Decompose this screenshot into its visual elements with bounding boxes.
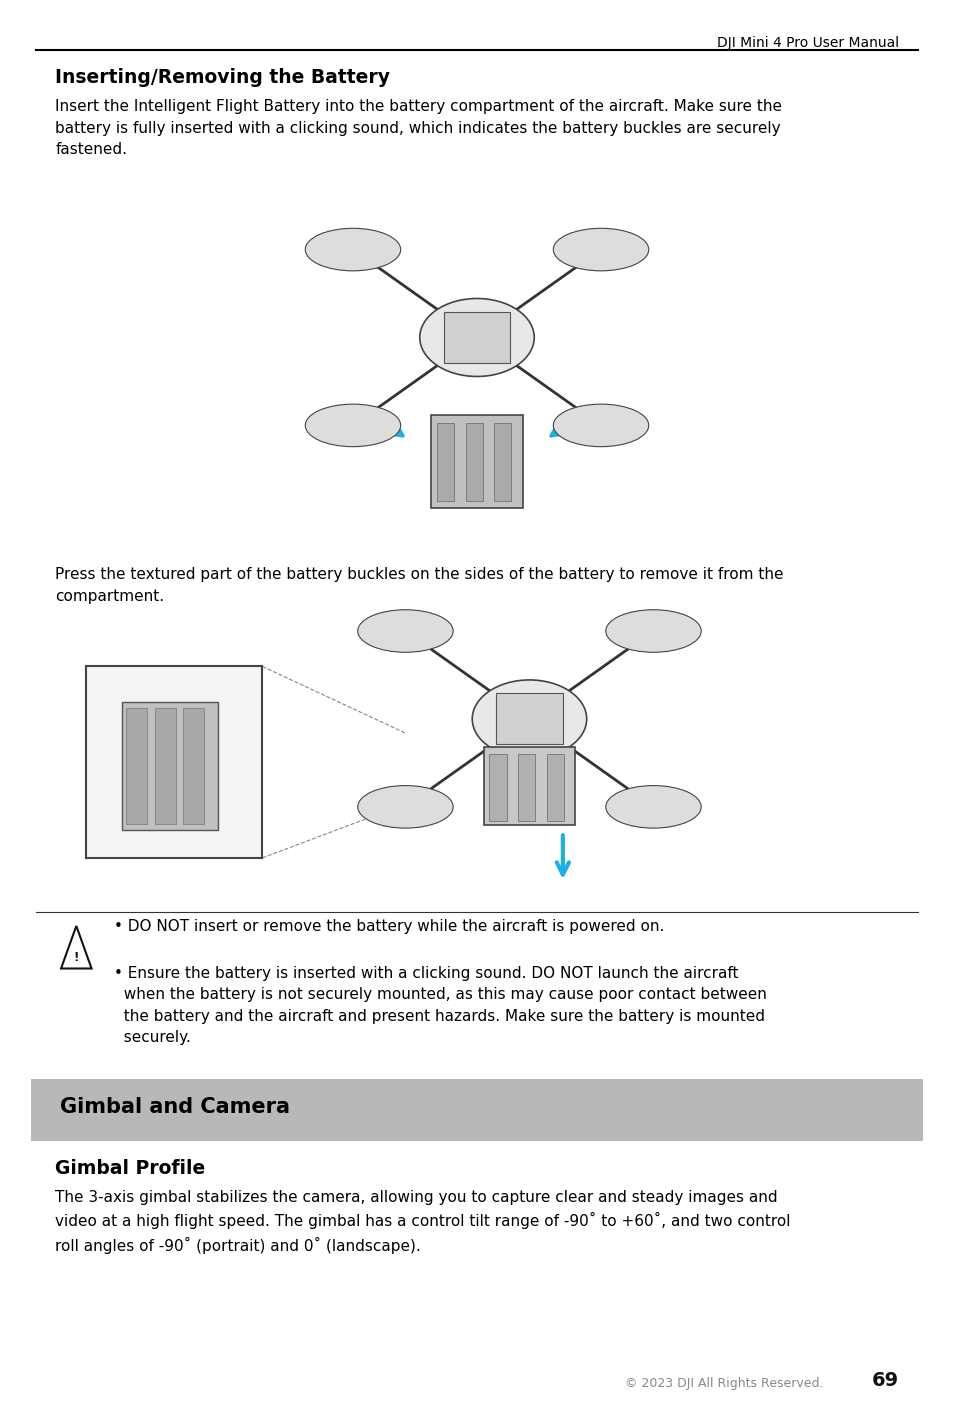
Bar — [465, 423, 482, 501]
Text: !: ! — [73, 951, 79, 964]
Ellipse shape — [472, 681, 586, 757]
Text: Inserting/Removing the Battery: Inserting/Removing the Battery — [55, 68, 390, 86]
Ellipse shape — [357, 610, 453, 652]
Bar — [517, 754, 535, 821]
Bar — [443, 312, 510, 363]
Bar — [489, 754, 506, 821]
Bar — [436, 423, 454, 501]
Bar — [122, 702, 217, 830]
Text: • DO NOT insert or remove the battery while the aircraft is powered on.: • DO NOT insert or remove the battery wh… — [114, 919, 664, 934]
Ellipse shape — [553, 404, 648, 447]
Ellipse shape — [419, 299, 534, 376]
Text: Gimbal Profile: Gimbal Profile — [55, 1159, 205, 1177]
Text: The 3-axis gimbal stabilizes the camera, allowing you to capture clear and stead: The 3-axis gimbal stabilizes the camera,… — [55, 1190, 790, 1254]
Text: Insert the Intelligent Flight Battery into the battery compartment of the aircra: Insert the Intelligent Flight Battery in… — [55, 99, 781, 157]
FancyBboxPatch shape — [31, 1079, 922, 1141]
Text: 69: 69 — [871, 1371, 898, 1390]
Ellipse shape — [305, 404, 400, 447]
Ellipse shape — [553, 228, 648, 271]
FancyBboxPatch shape — [86, 666, 262, 858]
Bar — [546, 754, 563, 821]
Text: Press the textured part of the battery buckles on the sides of the battery to re: Press the textured part of the battery b… — [55, 567, 783, 604]
Bar — [126, 708, 147, 824]
Bar — [496, 693, 562, 744]
Ellipse shape — [605, 610, 700, 652]
Bar — [483, 747, 575, 825]
Bar — [494, 423, 511, 501]
Text: © 2023 DJI All Rights Reserved.: © 2023 DJI All Rights Reserved. — [624, 1377, 822, 1390]
Ellipse shape — [305, 228, 400, 271]
Ellipse shape — [357, 786, 453, 828]
Bar — [183, 708, 204, 824]
Text: • Ensure the battery is inserted with a clicking sound. DO NOT launch the aircra: • Ensure the battery is inserted with a … — [114, 966, 766, 1045]
Text: Gimbal and Camera: Gimbal and Camera — [60, 1098, 290, 1117]
Bar — [431, 415, 522, 508]
Text: DJI Mini 4 Pro User Manual: DJI Mini 4 Pro User Manual — [716, 35, 898, 50]
Bar — [154, 708, 175, 824]
Ellipse shape — [605, 786, 700, 828]
